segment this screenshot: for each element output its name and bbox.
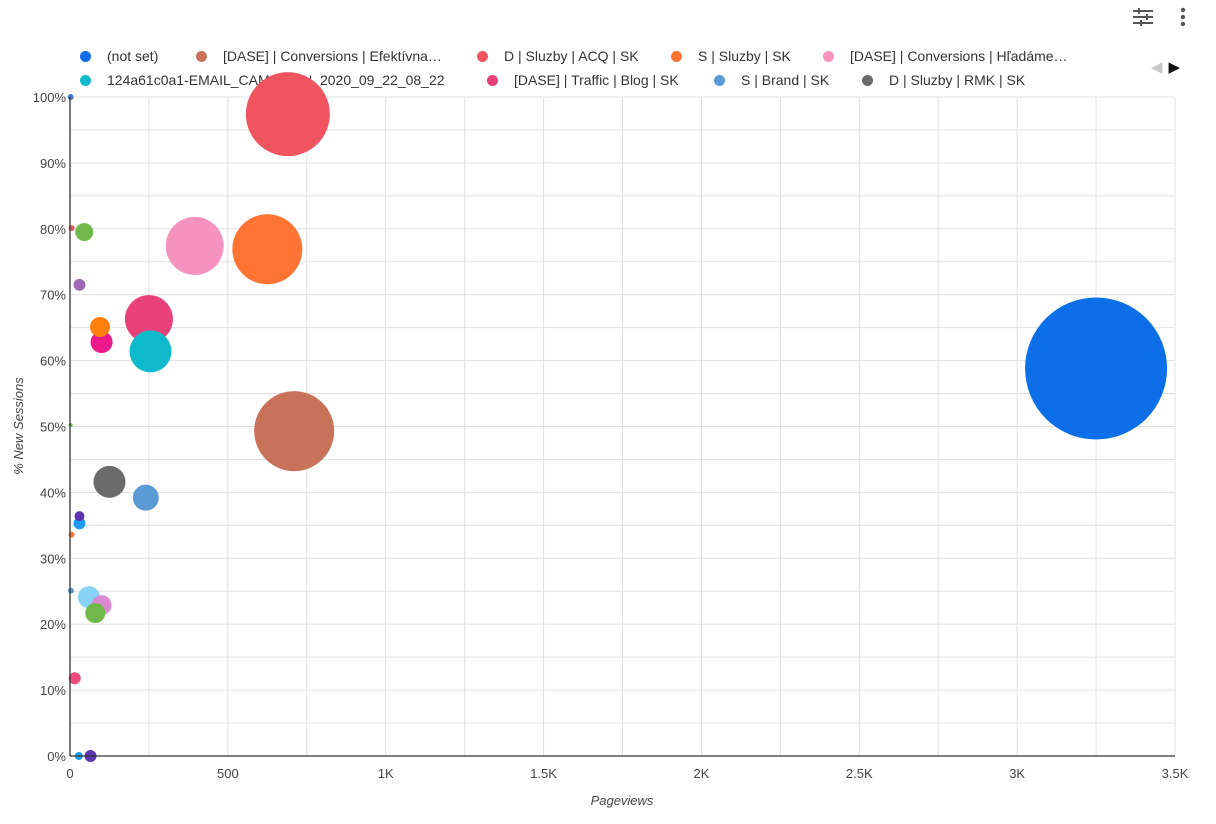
legend-item[interactable]: D | Sluzby | RMK | SK — [862, 72, 1025, 88]
data-point[interactable] — [75, 223, 94, 242]
data-point[interactable] — [232, 214, 303, 285]
chart-bubbles — [67, 72, 1168, 762]
x-axis-title: Pageviews — [591, 793, 654, 808]
data-point[interactable] — [93, 465, 126, 498]
legend-next-button[interactable]: ▶ — [1168, 59, 1180, 76]
legend-prev-button[interactable]: ◀ — [1150, 59, 1163, 76]
data-point[interactable] — [165, 216, 224, 275]
legend-label: (not set) — [107, 48, 159, 64]
legend-swatch — [477, 50, 488, 62]
x-tick-label: 3K — [1009, 766, 1025, 781]
y-tick-label: 80% — [40, 222, 66, 237]
chart-grid — [70, 96, 1176, 756]
x-axis-ticks: 0 500 1K 1.5K 2K 2.5K 3K 3.5K — [66, 766, 1188, 781]
y-tick-label: 50% — [40, 420, 66, 435]
chart-toolbar — [1130, 4, 1196, 30]
y-tick-label: 70% — [40, 288, 66, 303]
legend-item[interactable]: [DASE] | Conversions | Hľadáme… — [823, 48, 1068, 64]
data-point[interactable] — [245, 72, 330, 157]
legend-item[interactable]: D | Sluzby | ACQ | SK — [477, 48, 639, 64]
x-tick-label: 0 — [66, 766, 73, 781]
data-point[interactable] — [74, 511, 85, 522]
x-tick-label: 2.5K — [846, 766, 873, 781]
legend-label: S | Brand | SK — [741, 72, 830, 88]
y-tick-label: 100% — [33, 90, 67, 105]
legend-swatch — [80, 74, 91, 86]
legend-item[interactable]: [DASE] | Traffic | Blog | SK — [487, 72, 679, 88]
legend-swatch — [714, 74, 725, 86]
data-point[interactable] — [73, 517, 86, 530]
legend-item[interactable]: S | Sluzby | SK — [671, 48, 791, 64]
more-vert-icon[interactable] — [1170, 4, 1196, 30]
data-point[interactable] — [129, 330, 172, 373]
y-axis-ticks: 0% 10% 20% 30% 40% 50% 60% 70% 80% 90% 100% — [33, 90, 67, 764]
y-axis-title: % New Sessions — [11, 377, 26, 475]
x-tick-label: 1.5K — [530, 766, 557, 781]
y-tick-label: 90% — [40, 156, 66, 171]
legend-swatch — [80, 50, 91, 62]
x-tick-label: 3.5K — [1162, 766, 1189, 781]
x-tick-label: 500 — [217, 766, 239, 781]
legend-swatch — [862, 74, 873, 86]
legend-label: S | Sluzby | SK — [698, 48, 791, 64]
data-point[interactable] — [132, 484, 159, 511]
legend-label: [DASE] | Conversions | Efektívna… — [223, 48, 442, 64]
chart-legend: (not set) [DASE] | Conversions | Efektív… — [0, 0, 1216, 100]
data-point[interactable] — [254, 391, 335, 472]
data-point[interactable] — [90, 331, 113, 354]
legend-swatch — [671, 50, 682, 62]
data-point[interactable] — [1025, 297, 1168, 440]
y-tick-label: 40% — [40, 485, 66, 500]
y-tick-label: 0% — [47, 749, 66, 764]
legend-swatch — [823, 50, 834, 62]
y-tick-label: 60% — [40, 354, 66, 369]
legend-label: [DASE] | Traffic | Blog | SK — [514, 72, 679, 88]
legend-pager: ◀ ▶ — [1151, 58, 1180, 76]
legend-label: [DASE] | Conversions | Hľadáme… — [850, 48, 1068, 64]
data-point[interactable] — [85, 602, 106, 623]
y-tick-label: 20% — [40, 617, 66, 632]
data-point[interactable] — [89, 316, 110, 337]
data-point[interactable] — [68, 672, 81, 685]
legend-swatch — [487, 74, 498, 86]
legend-swatch — [196, 50, 207, 62]
legend-item[interactable]: (not set) — [80, 48, 158, 64]
tune-icon[interactable] — [1130, 4, 1156, 30]
y-tick-label: 30% — [40, 551, 66, 566]
legend-label: D | Sluzby | ACQ | SK — [504, 48, 639, 64]
data-point[interactable] — [73, 278, 86, 291]
data-point[interactable] — [67, 587, 74, 594]
legend-label: D | Sluzby | RMK | SK — [889, 72, 1026, 88]
legend-item[interactable]: S | Brand | SK — [714, 72, 829, 88]
legend-item[interactable]: [DASE] | Conversions | Efektívna… — [196, 48, 442, 64]
x-tick-label: 2K — [693, 766, 709, 781]
y-tick-label: 10% — [40, 683, 66, 698]
data-point[interactable] — [124, 295, 173, 344]
x-tick-label: 1K — [378, 766, 394, 781]
